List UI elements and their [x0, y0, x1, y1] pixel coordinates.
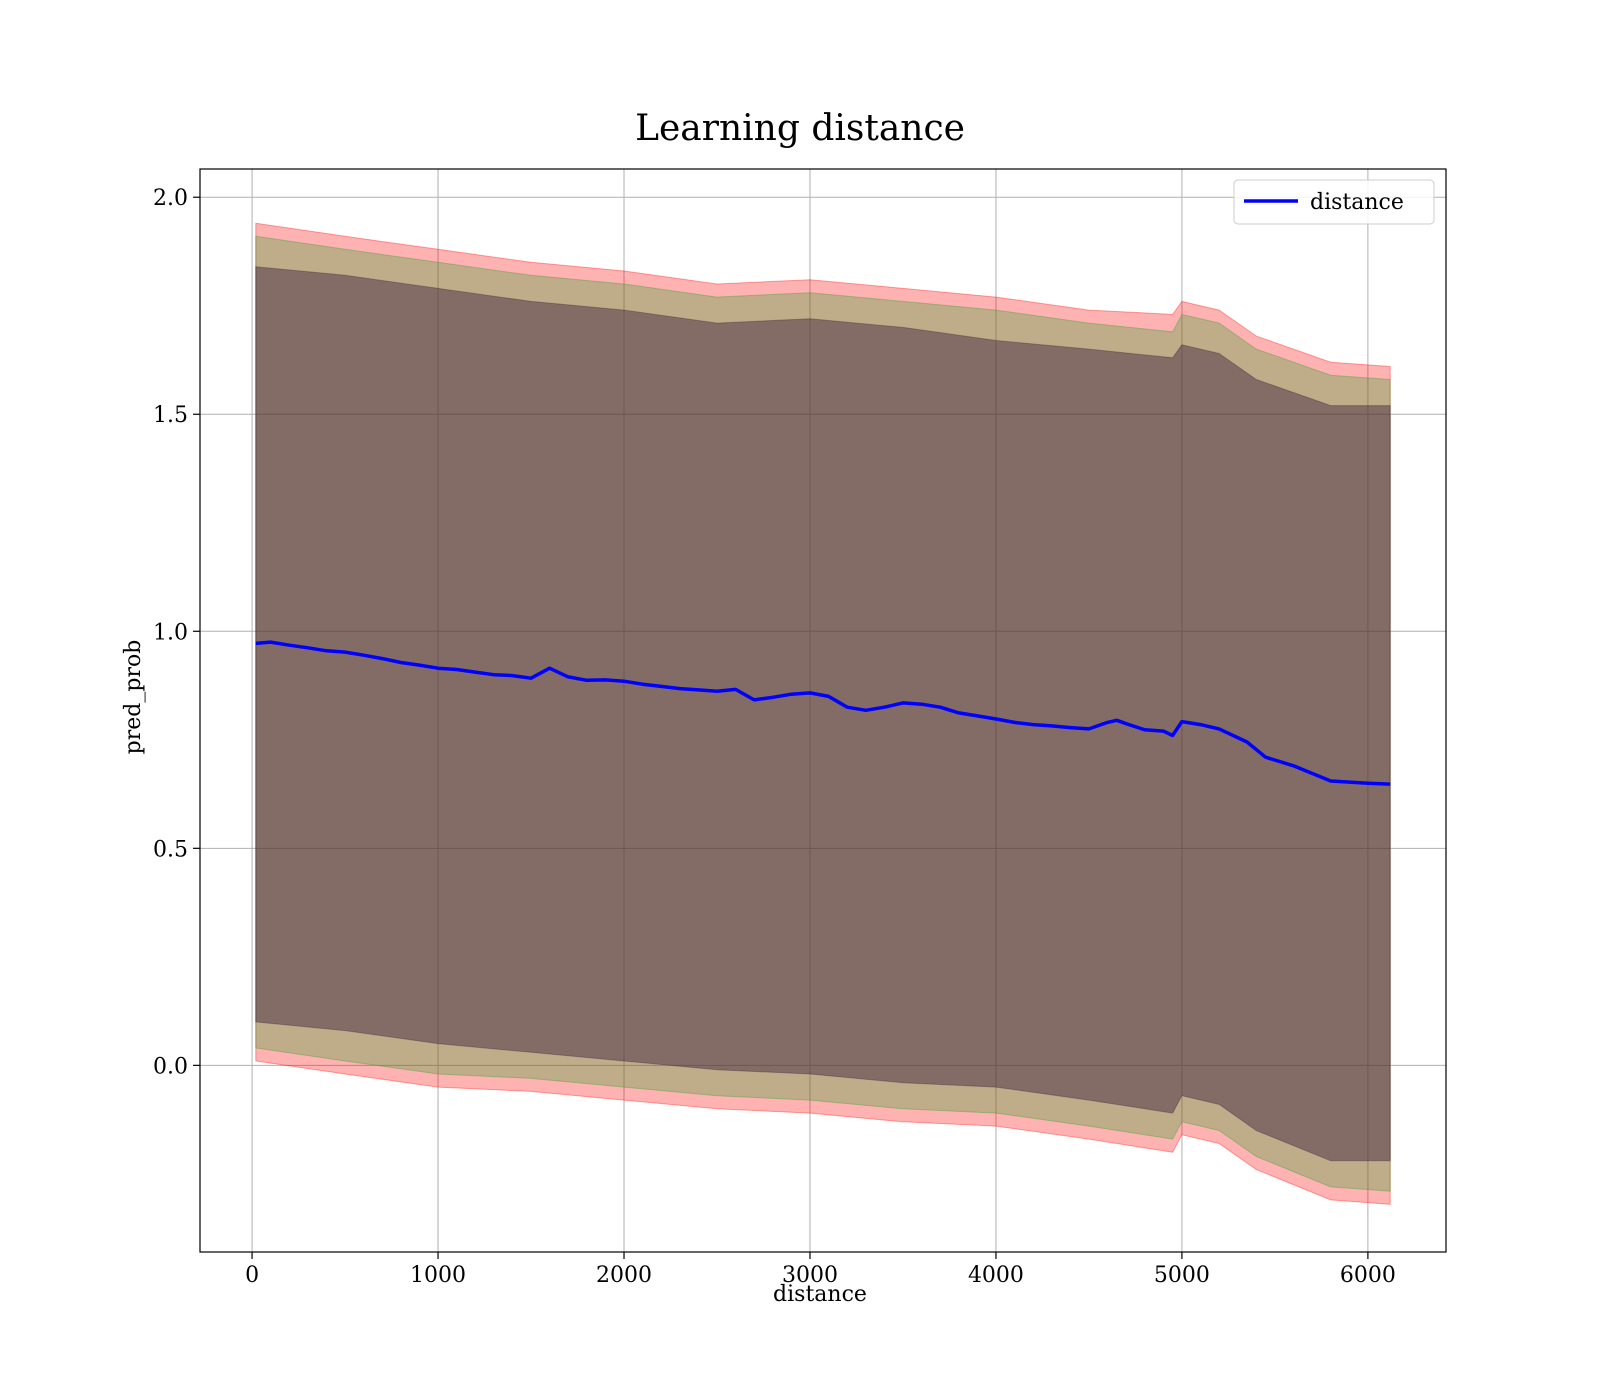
- x-axis: 0 1000 2000 3000 4000 5000 6000: [245, 1252, 1396, 1288]
- series-lines: [255, 640, 1391, 786]
- legend-label: distance: [1310, 190, 1404, 215]
- band-outer: [255, 222, 1391, 1205]
- y-tick-label: 1.0: [153, 620, 188, 645]
- legend: distance: [1233, 179, 1435, 225]
- plot-background: [200, 169, 1446, 1252]
- x-tick-label: 3000: [782, 1263, 838, 1288]
- chart-title: Learning distance: [635, 108, 965, 149]
- x-tick-label: 6000: [1340, 1263, 1396, 1288]
- y-axis: 0.0 0.5 1.0 1.5 2.0: [153, 186, 200, 1079]
- y-tick-label: 0.5: [153, 837, 188, 862]
- y-tick-label: 2.0: [153, 186, 188, 211]
- x-tick-label: 1000: [410, 1263, 466, 1288]
- axes-frame: [199, 168, 1447, 1253]
- grid: [200, 169, 1446, 1252]
- x-tick-label: 5000: [1154, 1263, 1210, 1288]
- y-tick-label: 0.0: [153, 1054, 188, 1079]
- y-axis-label: pred_prob: [121, 640, 146, 755]
- band-middle: [255, 235, 1391, 1192]
- x-tick-label: 4000: [968, 1263, 1024, 1288]
- legend-box: [1233, 179, 1435, 225]
- plot-frame: [199, 168, 1447, 1253]
- x-tick-label: 0: [245, 1263, 259, 1288]
- series-line-distance: [255, 640, 1391, 786]
- x-axis-label: distance: [773, 1282, 867, 1307]
- confidence-bands: [255, 222, 1391, 1205]
- x-tick-label: 2000: [596, 1263, 652, 1288]
- y-tick-label: 1.5: [153, 403, 188, 428]
- plot-area: [200, 169, 1446, 1252]
- band-inner: [255, 266, 1391, 1162]
